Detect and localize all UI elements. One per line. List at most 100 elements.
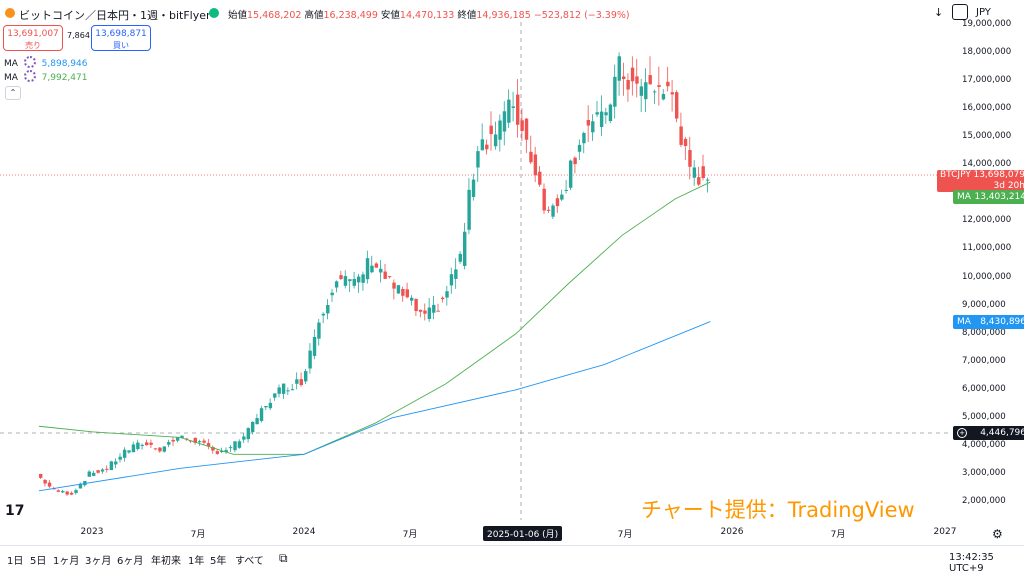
candle-body	[74, 490, 78, 493]
watermark-text: チャート提供：TradingView	[641, 498, 915, 522]
ma-blue-line	[38, 321, 711, 492]
candle-body	[533, 154, 538, 176]
settings-gear-icon[interactable]: ⚙	[992, 527, 1003, 541]
range-5y[interactable]: 5年	[210, 556, 227, 567]
y-tick-label: 17,000,000	[962, 75, 1012, 86]
candle-body	[480, 139, 485, 151]
candle-body	[692, 167, 697, 178]
range-1d[interactable]: 1日	[7, 556, 24, 567]
indicator-ma-2[interactable]: MA 7,992,471	[4, 70, 87, 83]
last-price-tag: BTCJPY 13,698,079 3d 20h	[937, 170, 1024, 192]
range-1y[interactable]: 1年	[188, 556, 205, 567]
candle-body	[701, 166, 705, 178]
candle-body	[251, 421, 255, 433]
candle-body	[516, 94, 520, 125]
candle-body	[392, 282, 396, 289]
candle-body	[69, 492, 74, 495]
candle-body	[299, 379, 303, 386]
candle-body	[560, 194, 564, 200]
candle-body	[613, 76, 617, 107]
candle-body	[295, 379, 299, 384]
candle-body	[96, 470, 100, 473]
tradingview-logo-icon[interactable]: 17	[5, 503, 25, 519]
candle-body	[224, 450, 228, 452]
candle-body	[626, 79, 630, 90]
indicator-ma-1[interactable]: MA 5,898,946	[4, 56, 87, 69]
buy-price: 13,698,871	[95, 29, 147, 39]
symbol-title[interactable]: ビットコイン／日本円・1週・bitFlyer	[19, 9, 211, 22]
candle-body	[374, 263, 379, 268]
candle-body	[467, 189, 471, 230]
candle-body	[591, 121, 595, 133]
y-tick-label: 11,000,000	[962, 243, 1012, 254]
candle-body	[432, 304, 436, 313]
screenshot-icon[interactable]	[952, 4, 968, 20]
candle-body	[206, 443, 211, 447]
sell-button[interactable]: 13,691,007 売り	[3, 25, 63, 51]
clock: 13:42:35 UTC+9	[949, 552, 994, 574]
candle-body	[259, 408, 264, 421]
candle-body	[290, 389, 295, 391]
candle-body	[396, 285, 401, 294]
y-tick-label: 9,000,000	[962, 299, 1006, 310]
header-bar: ビットコイン／日本円・1週・bitFlyer 始値15,468,202 高値16…	[0, 0, 1024, 26]
range-5d[interactable]: 5日	[30, 556, 47, 567]
x-tick-label: 2026	[720, 527, 744, 537]
buy-button[interactable]: 13,698,871 買い	[91, 25, 151, 51]
currency-label[interactable]: JPY	[976, 7, 991, 18]
candle-body	[162, 446, 167, 452]
collapse-legend-button[interactable]: ⌃	[5, 86, 21, 100]
candle-body	[202, 440, 206, 443]
candle-body	[326, 304, 330, 314]
candle-body	[39, 473, 43, 478]
candle-body	[127, 450, 131, 453]
plus-circle-icon[interactable]: +	[957, 428, 967, 438]
buy-label: 買い	[113, 41, 129, 50]
range-3m[interactable]: 3ヶ月	[85, 556, 112, 567]
range-ytd[interactable]: 年初来	[151, 556, 181, 567]
range-1m[interactable]: 1ヶ月	[53, 556, 80, 567]
candle-body	[180, 435, 184, 438]
y-tick-label: 5,000,000	[962, 411, 1006, 422]
x-tick-label: 7月	[190, 530, 206, 540]
candle-body	[273, 393, 277, 398]
candle-body	[582, 132, 586, 144]
y-tick-label: 3,000,000	[962, 467, 1006, 478]
candle-body	[683, 138, 688, 146]
range-6m[interactable]: 6ヶ月	[117, 556, 144, 567]
sell-price: 13,691,007	[7, 29, 59, 39]
candle-body	[405, 289, 409, 298]
crosshair-date-tag: 2025-01-06 (月)	[483, 526, 563, 541]
candle-body	[264, 405, 268, 408]
candle-body	[352, 278, 356, 286]
spread-value: 7,864	[67, 31, 90, 40]
candle-body	[546, 209, 551, 211]
arrow-down-icon[interactable]: ↓	[934, 6, 944, 19]
candle-body	[635, 76, 639, 84]
market-status-icon	[209, 8, 219, 18]
candle-body	[228, 447, 233, 449]
candle-body	[493, 134, 498, 147]
candle-body	[379, 268, 383, 273]
candle-body	[281, 383, 286, 394]
y-tick-label: 19,000,000	[962, 19, 1012, 29]
candle-body	[149, 442, 153, 445]
date-range-icon[interactable]: ⧉	[279, 551, 288, 565]
candle-body	[608, 104, 613, 122]
candle-body	[193, 437, 197, 443]
candle-body	[697, 177, 701, 185]
y-tick-label: 14,000,000	[962, 159, 1012, 170]
candle-body	[445, 291, 449, 298]
candle-body	[268, 402, 273, 409]
candle-body	[383, 271, 387, 279]
candle-body	[427, 307, 432, 319]
candle-body	[330, 292, 334, 296]
candle-body	[61, 491, 65, 493]
indicator-settings-icon	[23, 70, 36, 82]
range-all[interactable]: すべて	[235, 556, 264, 567]
candle-body	[365, 258, 370, 280]
candle-body	[489, 125, 493, 135]
candle-body	[595, 112, 599, 115]
candle-body	[599, 111, 604, 127]
